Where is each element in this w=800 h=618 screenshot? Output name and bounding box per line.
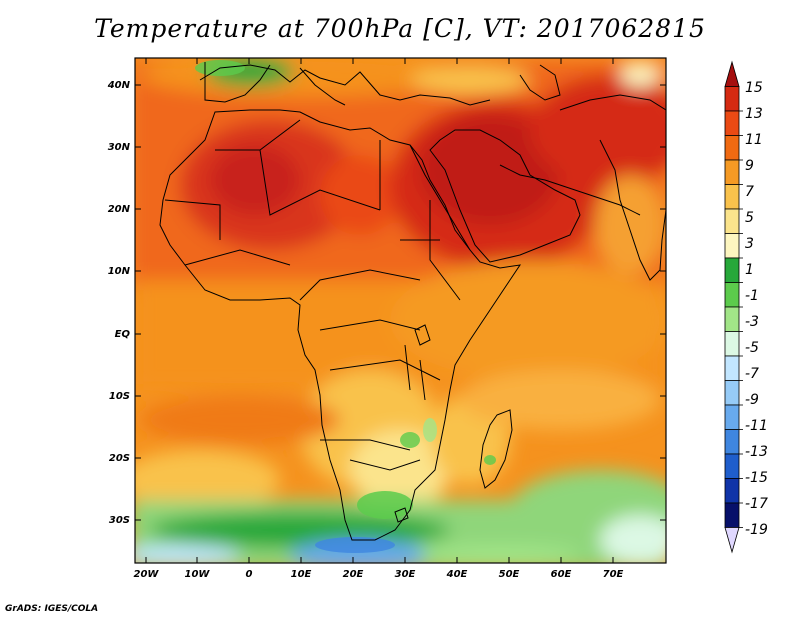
lon-label: 20E <box>343 569 364 580</box>
colorbar-segment <box>724 208 740 234</box>
colorbar-label: 9 <box>745 158 754 174</box>
colorbar-segment <box>724 502 740 528</box>
map-frame <box>134 57 667 564</box>
lat-label: 20N <box>108 204 131 215</box>
lon-label: 10E <box>291 569 312 580</box>
lon-label: 20W <box>134 569 160 580</box>
colorbar-label: -15 <box>745 470 768 486</box>
colorbar-segment <box>724 404 740 430</box>
colorbar-segment <box>724 306 740 332</box>
colorbar-segment <box>724 282 740 308</box>
colorbar-label: 13 <box>745 106 763 122</box>
colorbar-segment <box>724 453 740 479</box>
lat-label: 10S <box>109 391 130 402</box>
colorbar-label: -11 <box>745 418 768 434</box>
colorbar-segment <box>724 331 740 357</box>
colorbar-label: -19 <box>745 522 768 538</box>
map-title: Temperature at 700hPa [C], VT: 201706281… <box>94 14 706 43</box>
colorbar-label: -17 <box>745 496 768 512</box>
lon-label: 40E <box>446 569 468 580</box>
colorbar-label: -9 <box>745 392 759 408</box>
lat-label: 30S <box>109 515 130 526</box>
colorbar-label: -13 <box>745 444 768 460</box>
colorbar-label: 3 <box>745 236 754 252</box>
colorbar-segment <box>724 355 740 381</box>
lon-label: 0 <box>246 569 253 580</box>
lat-label: 30N <box>108 142 131 153</box>
colorbar-arrow-bottom <box>724 527 740 554</box>
colorbar-label: -1 <box>745 288 759 304</box>
colorbar-label: 11 <box>745 132 763 148</box>
axis-ticks <box>135 58 666 563</box>
lat-label: EQ <box>115 329 131 340</box>
lat-label: 10N <box>108 266 131 277</box>
colorbar-segment <box>724 257 740 283</box>
colorbar-label: -7 <box>745 366 759 382</box>
colorbar-label: 7 <box>745 184 754 200</box>
colorbar-segment <box>724 86 740 112</box>
colorbar-segment <box>724 380 740 406</box>
colorbar-segment <box>724 233 740 259</box>
lat-label: 40N <box>107 80 131 91</box>
lon-label: 50E <box>499 569 520 580</box>
colorbar-arrow-top <box>724 60 740 87</box>
colorbar-segment <box>724 478 740 504</box>
lon-label: 30E <box>395 569 416 580</box>
lon-label: 60E <box>551 569 572 580</box>
colorbar-label: 15 <box>745 80 763 96</box>
lat-label: 20S <box>109 453 130 464</box>
latitude-axis: 40N 30N 20N 10N EQ 10S 20S 30S <box>107 80 131 526</box>
temperature-field <box>135 58 666 563</box>
colorbar-segment <box>724 429 740 455</box>
lon-label: 70E <box>603 569 624 580</box>
colorbar-segment <box>724 135 740 161</box>
colorbar-label: 5 <box>745 210 754 226</box>
colorbar-segment <box>724 159 740 185</box>
colorbar-label: -5 <box>745 340 759 356</box>
colorbar-segment <box>724 110 740 136</box>
longitude-axis: 20W 10W 0 10E 20E 30E 40E 50E 60E 70E <box>134 569 624 580</box>
colorbar <box>724 60 743 554</box>
colorbar-label: -3 <box>745 314 759 330</box>
colorbar-label: 1 <box>745 262 754 278</box>
colorbar-segment <box>724 184 740 210</box>
coastlines <box>159 62 666 541</box>
grads-credit: GrADS: IGES/COLA <box>5 604 99 614</box>
colorbar-labels: 15 13 11 9 7 5 3 1 -1 -3 -5 -7 -9 -11 -1… <box>745 80 768 538</box>
lon-label: 10W <box>185 569 211 580</box>
